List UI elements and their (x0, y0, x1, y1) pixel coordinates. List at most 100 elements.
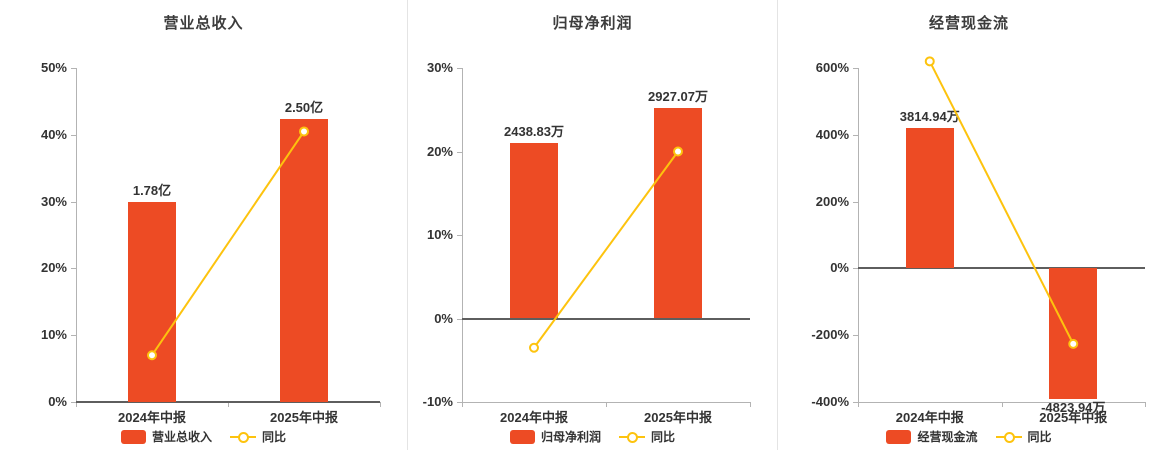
net-profit-ytick-mark (457, 151, 462, 153)
revenue-ytick-label: 50% (40, 60, 67, 75)
cash-flow-yoy-marker-1[interactable] (924, 56, 935, 67)
cash-flow-bar-value-label-2: -4823.94万 (1041, 399, 1106, 415)
revenue-legend-item-bar[interactable]: 营业总收入 (120, 428, 212, 445)
cash-flow-xcategory-label-1: 2024年中报 (895, 410, 964, 425)
net-profit-bar-value-label-2: 2927.07万 (648, 89, 708, 105)
cash-flow-y-axis-line (858, 68, 859, 402)
net-profit-ytick-label: 0% (434, 310, 453, 326)
net-profit-yoy-line (533, 150, 679, 349)
cash-flow-xtick-mark (858, 402, 859, 407)
line-swatch-dot-icon (1003, 431, 1015, 443)
net-profit-xcategory-label-1: 2024年中报 (500, 410, 568, 425)
revenue-yoy-line-layer (147, 126, 309, 361)
cash-flow-chart-title: 经营现金流 (928, 15, 1009, 32)
revenue-bar-value-label-2: 2.50亿 (284, 100, 324, 116)
revenue-ytick-mark (71, 201, 76, 203)
net-profit-bar-1[interactable] (510, 143, 558, 319)
revenue-legend-item-yoy[interactable]: 同比 (230, 428, 286, 445)
revenue-xcategory-label-2: 2025年中报 (270, 410, 338, 425)
cash-flow-yoy-marker-2[interactable] (1068, 338, 1079, 349)
net-profit-ytick-label: 20% (426, 143, 453, 159)
cash-flow-bar-value-label-1: 3814.94万 (899, 109, 960, 125)
bar-swatch-icon (886, 429, 912, 444)
revenue-xtick-mark (380, 402, 381, 407)
cash-flow-xcategory-label-2: 2025年中报 (1039, 410, 1108, 425)
bar-swatch-icon (509, 429, 535, 444)
revenue-ytick-label: 20% (40, 260, 67, 276)
cash-flow-ytick-mark (853, 335, 858, 337)
net-profit-legend-item-yoy[interactable]: 同比 (619, 428, 675, 445)
cash-flow-legend-yoy-label: 同比 (1027, 430, 1052, 444)
revenue-ytick-label: 0% (48, 394, 67, 409)
cash-flow-ytick-mark (853, 201, 858, 203)
revenue-ytick-label: 40% (40, 126, 67, 142)
line-swatch-icon (230, 430, 256, 444)
net-profit-bar-value-label-1: 2438.83万 (504, 124, 564, 140)
cash-flow-bar-1[interactable] (905, 128, 954, 269)
cash-flow-ytick-label: 400% (815, 126, 849, 142)
bar-swatch-icon (120, 429, 146, 444)
cash-flow-legend-item-yoy[interactable]: 同比 (995, 428, 1052, 445)
revenue-ytick-mark (71, 134, 76, 136)
cash-flow-legend-bar-label: 经营现金流 (917, 430, 978, 444)
cash-flow-zero-axis-line (858, 267, 1145, 270)
cash-flow-chart-panel: 经营现金流 -400% -200% 0% 200% 400% 600% 3814.94万 -48… (778, 0, 1160, 450)
net-profit-ytick-mark (457, 235, 462, 236)
net-profit-yoy-line-layer (529, 146, 683, 353)
revenue-bar-2[interactable] (280, 119, 328, 402)
revenue-xtick-mark (228, 402, 229, 407)
revenue-legend-yoy-label: 同比 (262, 430, 287, 444)
cash-flow-yoy-line (928, 60, 1075, 345)
net-profit-yoy-marker-1[interactable] (529, 342, 539, 353)
cash-flow-legend-item-bar[interactable]: 经营现金流 (886, 428, 978, 445)
cash-flow-bar-2[interactable] (1049, 268, 1098, 399)
cash-flow-ytick-mark (853, 268, 858, 270)
net-profit-zero-axis-line (462, 317, 750, 320)
net-profit-chart-panel: 归母净利润 -10% 0% 10% 20% 30% 2438.83万 2927.07万 2024… (408, 0, 778, 450)
revenue-yoy-marker-2[interactable] (299, 126, 309, 137)
cash-flow-ytick-mark (853, 68, 858, 69)
net-profit-y-axis-line (462, 68, 463, 402)
net-profit-legend-item-bar[interactable]: 归母净利润 (509, 428, 601, 445)
revenue-chart-panel: 营业总收入 0% 10% 20% 30% 40% 50% 1.78亿 2.50亿 2024年中报 2… (0, 0, 408, 450)
net-profit-chart-title: 归母净利润 (552, 15, 633, 32)
revenue-ytick-mark (71, 335, 76, 337)
revenue-ytick-mark (71, 402, 76, 403)
net-profit-legend: 归母净利润 同比 (408, 428, 777, 445)
line-swatch-dot-icon (238, 431, 249, 443)
net-profit-xtick-mark (606, 402, 607, 407)
net-profit-bar-2[interactable] (654, 108, 702, 319)
revenue-yoy-marker-1[interactable] (147, 350, 157, 361)
cash-flow-ytick-label: 600% (815, 60, 849, 75)
cash-flow-ytick-label: 200% (815, 193, 849, 209)
net-profit-ytick-mark (457, 68, 462, 69)
cash-flow-legend: 经营现金流 同比 (778, 428, 1160, 445)
net-profit-ytick-label: -10% (422, 394, 453, 409)
cash-flow-xtick-mark (1001, 402, 1003, 407)
revenue-bar-value-label-1: 1.78亿 (132, 182, 172, 198)
net-profit-ytick-label: 10% (426, 227, 453, 242)
net-profit-legend-bar-label: 归母净利润 (540, 430, 601, 444)
revenue-ytick-mark (71, 268, 76, 270)
revenue-legend-bar-label: 营业总收入 (151, 430, 212, 444)
cash-flow-xtick-mark (1145, 402, 1146, 407)
cash-flow-ytick-mark (853, 402, 858, 403)
cash-flow-yoy-line-layer (924, 56, 1079, 349)
net-profit-ytick-mark (457, 402, 462, 403)
cash-flow-ytick-label: 0% (830, 260, 849, 276)
cash-flow-ytick-label: -200% (811, 327, 849, 343)
revenue-ytick-label: 30% (40, 193, 67, 209)
revenue-xtick-mark (76, 402, 77, 407)
revenue-bar-1[interactable] (128, 201, 176, 402)
net-profit-yoy-marker-2[interactable] (673, 146, 683, 157)
revenue-ytick-label: 10% (40, 327, 67, 343)
revenue-yoy-line (151, 130, 305, 356)
net-profit-ytick-label: 30% (426, 60, 453, 75)
revenue-legend: 营业总收入 同比 (0, 428, 407, 445)
net-profit-legend-yoy-label: 同比 (651, 430, 676, 444)
net-profit-ytick-mark (457, 318, 462, 320)
net-profit-xtick-mark (462, 402, 463, 407)
revenue-chart-title: 营业总收入 (163, 15, 244, 32)
